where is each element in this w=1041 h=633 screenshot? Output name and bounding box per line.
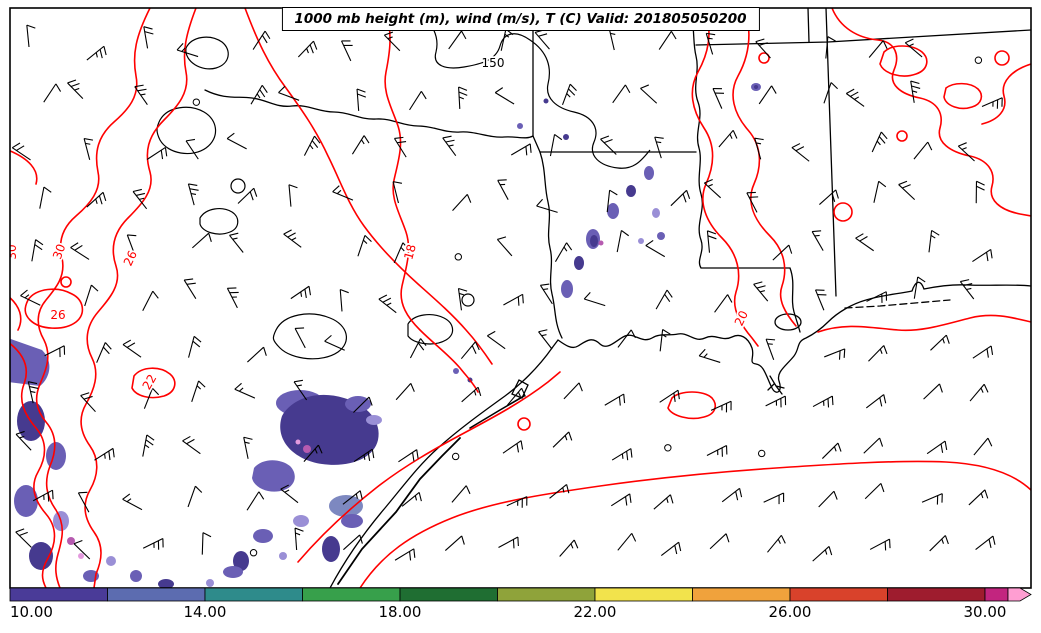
svg-text:30: 30: [5, 244, 19, 259]
svg-text:10.00: 10.00: [10, 603, 53, 621]
map-title-box: 1000 mb height (m), wind (m/s), T (C) Va…: [281, 7, 760, 31]
svg-text:26: 26: [50, 308, 65, 322]
ms-al-border: [825, 8, 837, 297]
svg-text:26.00: 26.00: [769, 603, 812, 621]
wind-barb-layer: [11, 24, 1003, 562]
svg-text:18: 18: [401, 243, 418, 261]
colorbar-tick-labels: 10.00 14.00 18.00 22.00 26.00 30.00: [10, 603, 1006, 621]
height-contours: [156, 8, 651, 360]
state-borders-and-coastline: [204, 8, 1031, 588]
svg-text:22.00: 22.00: [574, 603, 617, 621]
galveston-bay: [511, 379, 529, 399]
svg-text:30.00: 30.00: [964, 603, 1007, 621]
map-title: 1000 mb height (m), wind (m/s), T (C) Va…: [294, 11, 747, 27]
svg-text:18.00: 18.00: [379, 603, 422, 621]
red-river-border: [204, 89, 534, 139]
svg-text:14.00: 14.00: [184, 603, 227, 621]
gulf-coastline: [329, 281, 1031, 588]
tx-la-border: [539, 151, 563, 339]
mississippi-river-border: [687, 8, 801, 333]
mississippi-delta: [767, 375, 785, 395]
barrier-islands: [337, 437, 461, 585]
colorbar: [9, 587, 1032, 602]
svg-text:150: 150: [482, 56, 505, 70]
temperature-contours: [10, 8, 1031, 588]
tn-border: [695, 29, 1031, 46]
